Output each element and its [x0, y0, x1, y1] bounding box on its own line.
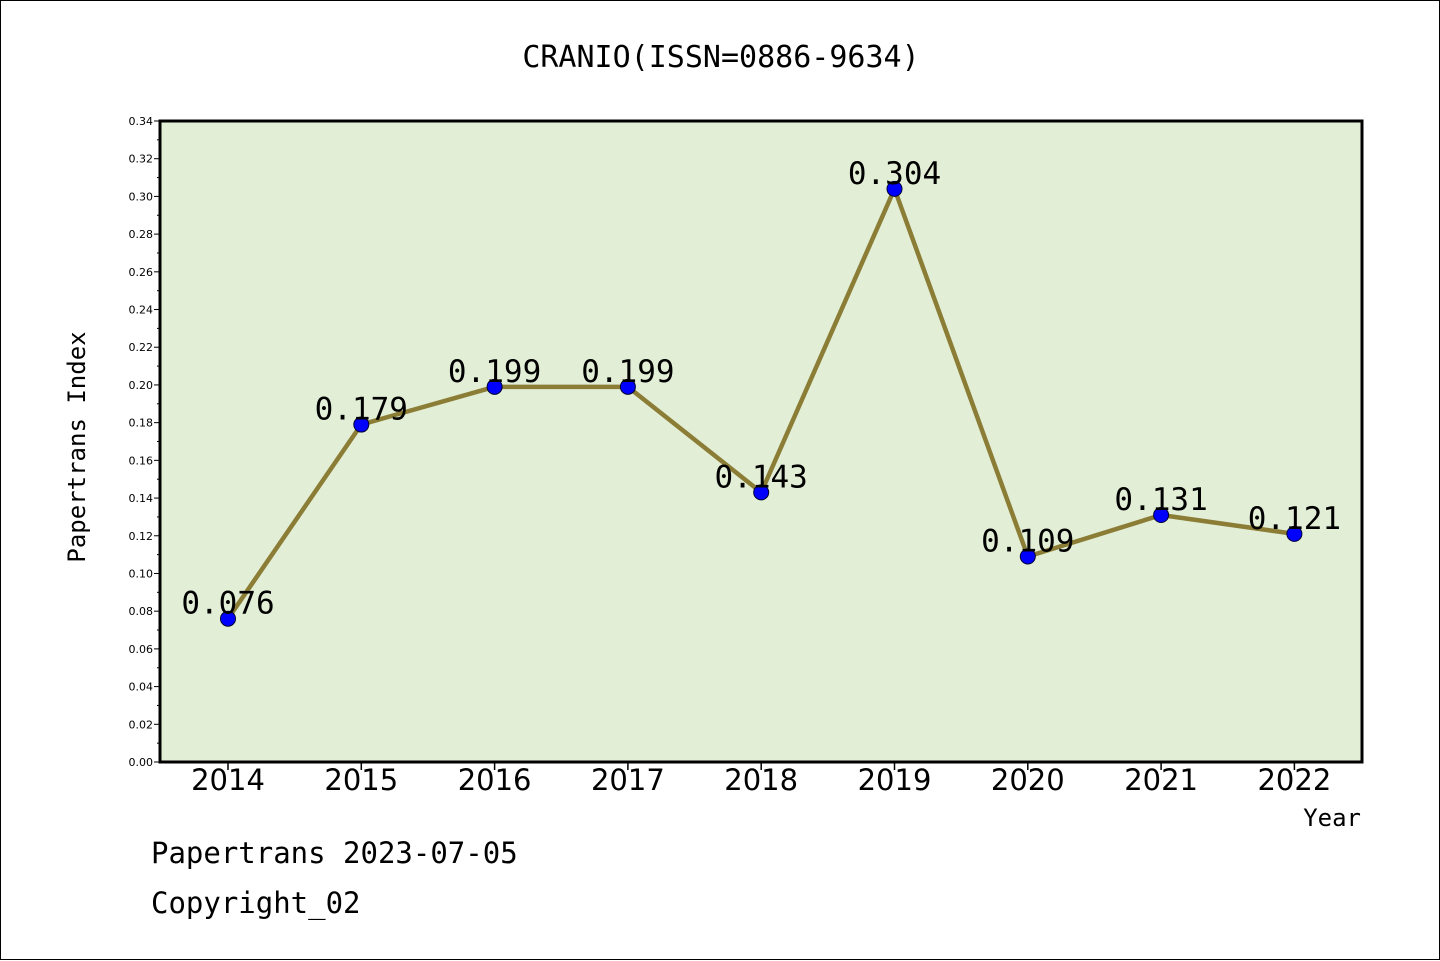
y-tick-label: 0.34 — [129, 115, 154, 128]
y-tick-label: 0.26 — [129, 266, 154, 279]
y-tick-label: 0.22 — [129, 341, 154, 354]
x-tick-label: 2022 — [1257, 763, 1331, 797]
series-markers — [220, 180, 1303, 627]
x-tick-label: 2021 — [1124, 763, 1198, 797]
data-point — [619, 378, 636, 395]
data-label: 0.199 — [581, 354, 674, 390]
data-point — [1286, 525, 1303, 542]
x-tick-label: 2020 — [991, 763, 1065, 797]
data-label: 0.076 — [181, 586, 274, 622]
data-label: 0.304 — [848, 156, 941, 192]
data-point — [353, 416, 370, 433]
data-label: 0.121 — [1248, 501, 1341, 537]
y-tick-label: 0.02 — [129, 718, 154, 731]
y-tick-label: 0.08 — [129, 605, 154, 618]
y-tick-label: 0.04 — [129, 681, 154, 694]
x-axis-label: Year — [1303, 804, 1361, 832]
data-point — [1153, 507, 1170, 524]
y-tick-label: 0.00 — [129, 756, 154, 769]
x-tick-label: 2016 — [458, 763, 532, 797]
y-axis-label: Papertrans Index — [63, 331, 91, 562]
data-label: 0.143 — [715, 459, 808, 495]
chart-title: CRANIO(ISSN=0886-9634) — [522, 40, 919, 75]
x-tick-label: 2019 — [858, 763, 932, 797]
y-tick-label: 0.12 — [129, 530, 154, 543]
y-tick-label: 0.18 — [129, 417, 154, 430]
data-point — [1019, 548, 1036, 565]
y-tick-label: 0.06 — [129, 643, 154, 656]
data-label: 0.109 — [981, 524, 1074, 560]
y-tick-label: 0.20 — [129, 379, 154, 392]
x-tick-label: 2014 — [191, 763, 265, 797]
data-labels: 0.076 0.179 0.199 0.199 0.143 0.304 0.109 0.131… — [181, 156, 1341, 622]
data-point — [486, 378, 503, 395]
y-tick-label: 0.14 — [129, 492, 154, 505]
plot-border — [158, 119, 1364, 764]
y-tick-label: 0.30 — [129, 190, 154, 203]
y-axis: 0.00 0.02 0.04 0.06 0.08 0.10 0.12 0.14 0.16 0.18… — [129, 115, 160, 769]
footer-source: Papertrans 2023-07-05 — [151, 836, 518, 870]
data-label: 0.179 — [315, 392, 408, 428]
y-tick-label: 0.32 — [129, 153, 154, 166]
data-label: 0.131 — [1114, 482, 1207, 518]
footer-copyright: Copyright_02 — [151, 886, 361, 920]
data-point — [753, 484, 770, 501]
data-point — [220, 610, 236, 627]
x-tick-label: 2018 — [724, 763, 798, 797]
y-tick-label: 0.28 — [129, 228, 154, 241]
data-label: 0.199 — [448, 354, 541, 390]
x-axis: 2014 2015 2016 2017 2018 2019 2020 2021 2022 — [191, 762, 1331, 797]
y-tick-label: 0.24 — [129, 304, 154, 317]
y-tick-label: 0.16 — [129, 454, 154, 467]
data-point — [886, 180, 903, 197]
y-tick-label: 0.10 — [129, 567, 154, 580]
x-tick-label: 2015 — [324, 763, 398, 797]
x-tick-label: 2017 — [591, 763, 665, 797]
plot-area — [160, 121, 1362, 762]
